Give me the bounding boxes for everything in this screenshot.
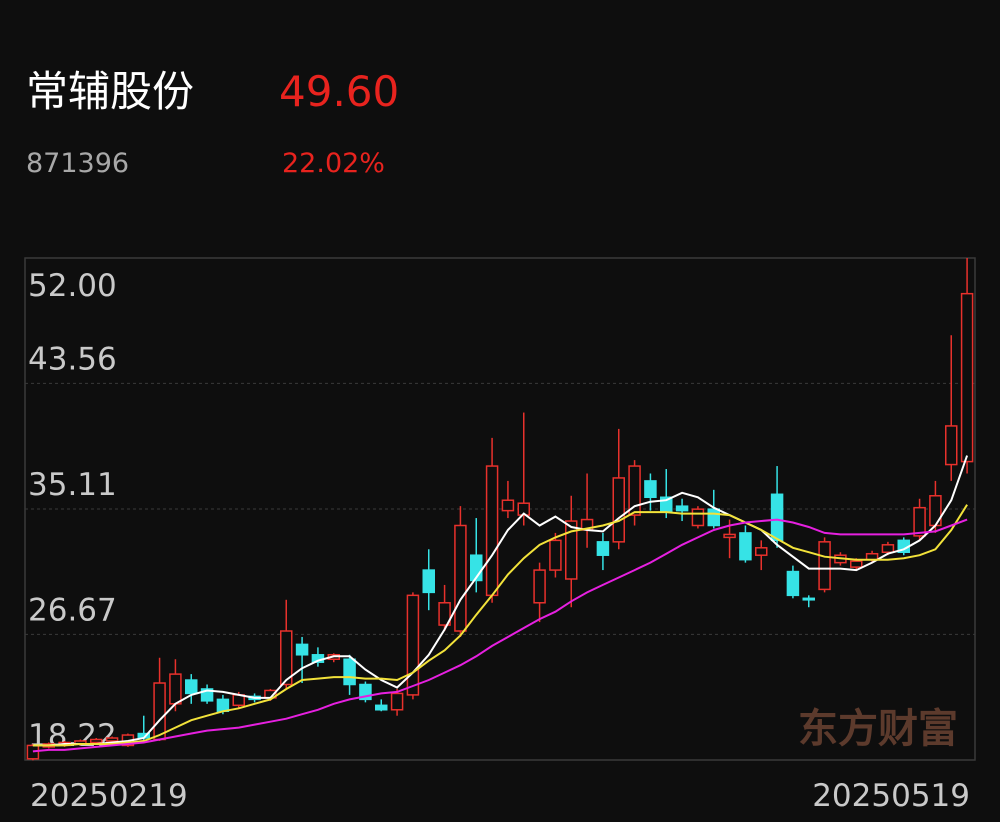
stock-name: 常辅股份 bbox=[26, 67, 194, 116]
candle-body bbox=[454, 524, 467, 632]
candle-body bbox=[644, 480, 657, 499]
candle-body bbox=[280, 630, 293, 686]
y-tick-label: 52.00 bbox=[28, 268, 117, 304]
candle-body bbox=[770, 493, 784, 542]
stock-price: 49.60 bbox=[279, 67, 399, 116]
candle-body bbox=[169, 673, 182, 705]
candle-body bbox=[945, 425, 958, 466]
candle-body bbox=[517, 502, 530, 516]
candle-body bbox=[707, 508, 720, 527]
candle-body bbox=[739, 532, 752, 561]
candle-body bbox=[200, 688, 214, 702]
candle-body bbox=[818, 541, 831, 591]
y-tick-label: 26.67 bbox=[28, 592, 117, 628]
candle-body bbox=[501, 499, 515, 512]
candle-body bbox=[565, 520, 578, 580]
candle-body bbox=[343, 658, 356, 686]
candle-body bbox=[375, 704, 388, 711]
candle-body bbox=[691, 508, 705, 527]
candle-body bbox=[549, 539, 562, 571]
candle-body bbox=[153, 682, 166, 741]
candle-body bbox=[960, 292, 974, 463]
candle-body bbox=[295, 643, 309, 656]
candle-body bbox=[913, 506, 926, 537]
candle-body bbox=[216, 698, 230, 713]
candle-body bbox=[850, 560, 863, 568]
candle-body bbox=[359, 683, 372, 701]
candle-body bbox=[438, 602, 451, 626]
candle-body bbox=[185, 679, 198, 695]
candle-body bbox=[596, 541, 610, 556]
candle-body bbox=[422, 569, 435, 594]
candle-body bbox=[786, 570, 800, 597]
x-tick-label: 20250219 bbox=[30, 778, 188, 814]
ma-line bbox=[32, 504, 968, 747]
candle-body bbox=[485, 465, 499, 597]
ma-line bbox=[32, 518, 968, 753]
candle-body bbox=[802, 597, 815, 601]
y-tick-label: 43.56 bbox=[28, 341, 117, 377]
candle-body bbox=[90, 738, 103, 744]
stock-code: 871396 bbox=[26, 148, 129, 179]
ma-line bbox=[32, 455, 969, 747]
candle-body bbox=[390, 692, 404, 711]
watermark: 东方财富 bbox=[798, 706, 958, 752]
candle-body bbox=[675, 505, 689, 512]
candle-body bbox=[470, 554, 483, 582]
x-tick-label: 20250519 bbox=[812, 778, 970, 814]
stock-change: 22.02% bbox=[282, 148, 385, 179]
y-tick-label: 35.11 bbox=[28, 467, 117, 503]
y-tick-label: 18.22 bbox=[28, 718, 117, 754]
candle-body bbox=[881, 544, 895, 553]
candle-body bbox=[723, 533, 736, 539]
candle-body bbox=[26, 744, 40, 760]
candle-body bbox=[105, 737, 119, 742]
candle-body bbox=[612, 477, 625, 543]
candle-body bbox=[755, 547, 768, 556]
candle-body bbox=[628, 465, 641, 516]
candle-body bbox=[533, 569, 546, 604]
candle-body bbox=[406, 594, 420, 696]
